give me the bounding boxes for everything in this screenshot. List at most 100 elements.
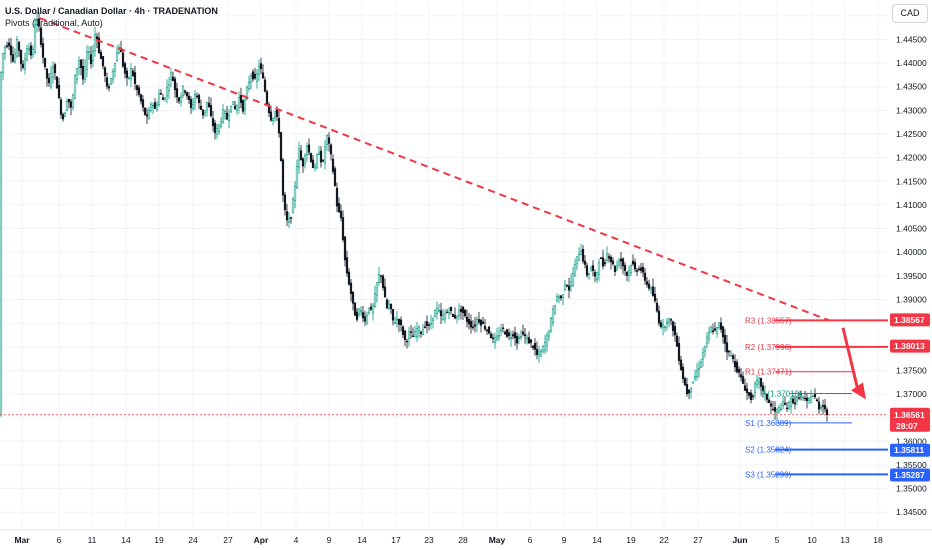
candle (195, 92, 199, 99)
bar-countdown-text: 28:07 (896, 421, 918, 431)
candle-body (543, 342, 547, 351)
candle-body (465, 316, 469, 322)
candle (429, 314, 433, 330)
candle-body (301, 158, 305, 167)
candle (761, 382, 765, 398)
pivot-price-tag (890, 468, 930, 482)
candle (501, 323, 505, 333)
candle-body (163, 97, 167, 100)
y-tick-label: 1.42000 (896, 153, 927, 163)
candle-body (681, 366, 685, 380)
candle-body (23, 58, 27, 70)
candle (309, 152, 313, 164)
candle (533, 338, 537, 356)
candle (647, 279, 651, 291)
candle-body (401, 326, 405, 335)
candle-body (735, 361, 739, 373)
candle-body (631, 260, 635, 265)
candle-body (387, 303, 391, 309)
candle (727, 349, 731, 357)
candle (343, 235, 347, 267)
candle (163, 97, 167, 102)
candle-body (101, 56, 105, 67)
candle (415, 322, 419, 342)
candle-body (745, 388, 749, 393)
candle-body (239, 95, 243, 103)
x-tick-label: 4 (294, 535, 299, 545)
candle (39, 25, 43, 48)
candle (97, 32, 101, 55)
candle (705, 332, 709, 349)
candle-body (643, 272, 647, 281)
candle (121, 49, 125, 69)
candle (197, 93, 201, 109)
x-tick-label: May (489, 535, 506, 545)
candle-body (797, 397, 801, 399)
candle (87, 46, 91, 60)
candle (763, 385, 767, 402)
candle (525, 334, 529, 345)
candle-body (743, 385, 747, 391)
candle (691, 381, 695, 384)
candle-body (497, 334, 501, 338)
candle-body (199, 105, 203, 110)
candle-body (157, 93, 161, 106)
candle-body (155, 104, 159, 110)
candle-body (557, 296, 561, 299)
candle (267, 102, 271, 117)
candle (745, 382, 749, 401)
candle-body (105, 77, 109, 87)
candle-body (89, 54, 93, 65)
candle-body (547, 331, 551, 337)
candle-body (619, 258, 623, 262)
candle (561, 294, 565, 306)
candle-body (233, 105, 237, 110)
candle-body (445, 311, 449, 314)
candle (469, 314, 473, 334)
candle-body (701, 352, 705, 360)
candle-body (409, 331, 413, 333)
candle (157, 88, 161, 107)
candle (473, 316, 477, 333)
candle-body (449, 306, 453, 312)
candle (211, 110, 215, 132)
candle-body (19, 49, 23, 64)
candle (325, 134, 329, 151)
candle-body (767, 399, 771, 403)
candle-body (351, 291, 355, 304)
candle-body (215, 128, 219, 135)
candle (391, 309, 395, 326)
x-tick-label: 24 (188, 535, 198, 545)
candle (125, 67, 129, 86)
candle-body (697, 368, 701, 370)
candle (707, 326, 711, 344)
candle-body (299, 150, 303, 161)
candle (359, 305, 363, 316)
current-price-tag (890, 407, 930, 432)
candle (407, 327, 411, 347)
y-tick-label: 1.40000 (896, 247, 927, 257)
candle-body (149, 103, 153, 111)
candle (665, 317, 669, 331)
candle (261, 64, 265, 79)
candle-body (365, 314, 369, 324)
candle (593, 269, 597, 283)
candle (401, 324, 405, 339)
candle (753, 381, 757, 399)
pivot-price-tag (890, 313, 930, 327)
candle-body (719, 322, 723, 330)
candle-body (245, 87, 249, 100)
candle-body (501, 327, 505, 329)
candle-body (393, 322, 397, 324)
candle (443, 309, 447, 324)
candle-body (723, 334, 727, 344)
indicator-label[interactable]: Pivots (Traditional, Auto) (5, 18, 103, 28)
candle-body (225, 112, 229, 120)
candle (151, 102, 155, 115)
candle (649, 286, 653, 295)
currency-button[interactable]: CAD (892, 4, 928, 23)
candle (209, 97, 213, 118)
candle-body (815, 399, 819, 402)
candle (709, 325, 713, 333)
